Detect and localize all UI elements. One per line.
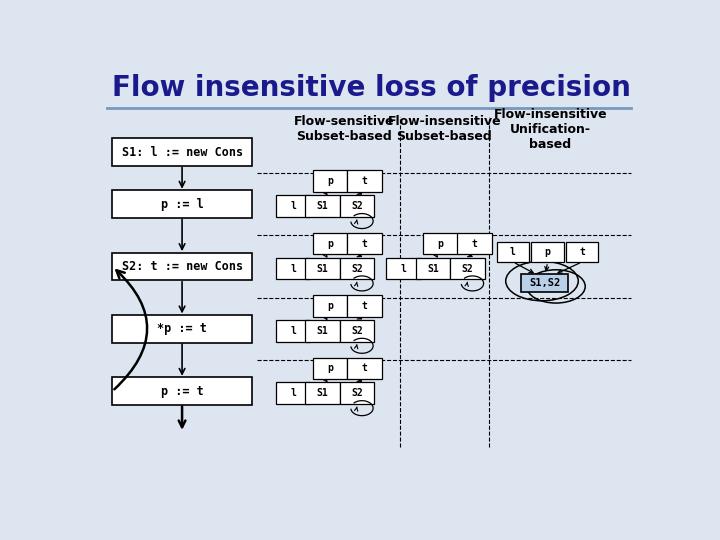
FancyBboxPatch shape bbox=[312, 171, 347, 192]
Text: Flow-insensitive
Subset-based: Flow-insensitive Subset-based bbox=[387, 115, 501, 143]
Text: t: t bbox=[472, 239, 478, 248]
Text: S1: l := new Cons: S1: l := new Cons bbox=[122, 146, 243, 159]
FancyBboxPatch shape bbox=[112, 315, 252, 342]
FancyBboxPatch shape bbox=[457, 233, 492, 254]
FancyBboxPatch shape bbox=[312, 357, 347, 379]
FancyBboxPatch shape bbox=[305, 320, 340, 342]
FancyBboxPatch shape bbox=[450, 258, 485, 279]
FancyBboxPatch shape bbox=[112, 377, 252, 405]
Text: l: l bbox=[400, 264, 407, 274]
Text: S2: S2 bbox=[351, 201, 363, 211]
FancyBboxPatch shape bbox=[276, 258, 310, 279]
Text: Flow insensitive loss of precision: Flow insensitive loss of precision bbox=[112, 73, 631, 102]
Text: p := t: p := t bbox=[161, 384, 204, 397]
Text: S2: S2 bbox=[351, 326, 363, 336]
Text: S1: S1 bbox=[317, 326, 328, 336]
Text: S1: S1 bbox=[317, 264, 328, 274]
FancyBboxPatch shape bbox=[415, 258, 450, 279]
FancyBboxPatch shape bbox=[347, 357, 382, 379]
Text: Flow-insensitive
Unification-
based: Flow-insensitive Unification- based bbox=[493, 108, 607, 151]
Text: S1,S2: S1,S2 bbox=[529, 278, 560, 288]
Text: l: l bbox=[290, 388, 296, 399]
FancyBboxPatch shape bbox=[112, 191, 252, 218]
FancyBboxPatch shape bbox=[347, 171, 382, 192]
FancyBboxPatch shape bbox=[497, 241, 529, 262]
FancyBboxPatch shape bbox=[423, 233, 458, 254]
Text: p: p bbox=[438, 239, 444, 248]
Text: p := l: p := l bbox=[161, 198, 204, 211]
Text: *p := t: *p := t bbox=[157, 322, 207, 335]
FancyBboxPatch shape bbox=[276, 320, 310, 342]
FancyBboxPatch shape bbox=[566, 241, 598, 262]
FancyBboxPatch shape bbox=[305, 258, 340, 279]
Text: S1: S1 bbox=[427, 264, 439, 274]
Text: l: l bbox=[290, 201, 296, 211]
Text: t: t bbox=[579, 247, 585, 257]
Text: S2: t := new Cons: S2: t := new Cons bbox=[122, 260, 243, 273]
Text: p: p bbox=[544, 247, 551, 257]
FancyBboxPatch shape bbox=[531, 241, 564, 262]
Text: t: t bbox=[361, 363, 367, 373]
FancyBboxPatch shape bbox=[305, 195, 340, 217]
FancyBboxPatch shape bbox=[276, 195, 310, 217]
Text: S2: S2 bbox=[351, 264, 363, 274]
Text: S2: S2 bbox=[351, 388, 363, 399]
Text: t: t bbox=[361, 176, 367, 186]
Text: p: p bbox=[327, 239, 333, 248]
Text: t: t bbox=[361, 301, 367, 311]
Text: S1: S1 bbox=[317, 201, 328, 211]
Text: l: l bbox=[290, 326, 296, 336]
Text: l: l bbox=[510, 247, 516, 257]
FancyBboxPatch shape bbox=[340, 195, 374, 217]
Text: Flow-sensitive
Subset-based: Flow-sensitive Subset-based bbox=[294, 115, 395, 143]
FancyBboxPatch shape bbox=[347, 233, 382, 254]
FancyBboxPatch shape bbox=[312, 295, 347, 317]
FancyBboxPatch shape bbox=[312, 233, 347, 254]
FancyBboxPatch shape bbox=[112, 253, 252, 280]
FancyBboxPatch shape bbox=[347, 295, 382, 317]
FancyBboxPatch shape bbox=[340, 320, 374, 342]
Text: p: p bbox=[327, 176, 333, 186]
FancyBboxPatch shape bbox=[340, 382, 374, 404]
Text: p: p bbox=[327, 363, 333, 373]
Text: S1: S1 bbox=[317, 388, 328, 399]
Text: t: t bbox=[361, 239, 367, 248]
FancyBboxPatch shape bbox=[340, 258, 374, 279]
FancyBboxPatch shape bbox=[276, 382, 310, 404]
FancyBboxPatch shape bbox=[521, 274, 568, 292]
FancyBboxPatch shape bbox=[112, 138, 252, 166]
FancyBboxPatch shape bbox=[387, 258, 421, 279]
Text: l: l bbox=[290, 264, 296, 274]
Text: S2: S2 bbox=[462, 264, 473, 274]
Text: p: p bbox=[327, 301, 333, 311]
FancyBboxPatch shape bbox=[305, 382, 340, 404]
